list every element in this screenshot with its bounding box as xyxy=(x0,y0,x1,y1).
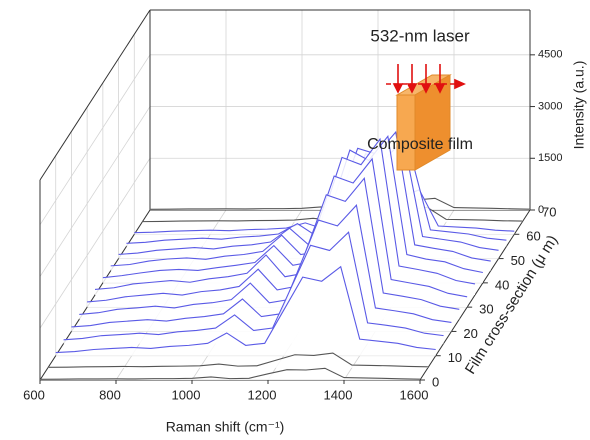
laser-arrows xyxy=(386,64,466,94)
z-tick-label: 3000 xyxy=(538,100,562,112)
x-tick-label: 800 xyxy=(99,387,121,402)
spectrum xyxy=(47,352,428,368)
spectrum xyxy=(79,176,460,316)
x-tick-label: 1000 xyxy=(172,387,201,402)
x-tick-label: 600 xyxy=(23,387,45,402)
y-tick-label: 20 xyxy=(463,326,477,341)
spectrum xyxy=(39,367,421,380)
arrow-head xyxy=(434,83,446,94)
spectrum xyxy=(55,265,436,354)
y-tick-label: 70 xyxy=(542,204,556,219)
spectrum xyxy=(71,204,452,328)
x-tick-label: 1400 xyxy=(324,387,353,402)
y-tick-label: 50 xyxy=(511,253,525,268)
spectrum xyxy=(87,157,468,303)
x-axis-label: Raman shift (cm⁻¹) xyxy=(166,419,285,435)
z-tick-label: 1500 xyxy=(538,152,562,164)
y-tick-label: 10 xyxy=(448,350,462,365)
inset-illustration: 532-nm laser Composite film xyxy=(367,26,473,171)
annotation: Composite film xyxy=(367,136,473,153)
z-axis-label: Intensity (a.u.) xyxy=(571,61,587,150)
spectrum-fill xyxy=(55,266,436,356)
y-tick-label: 60 xyxy=(526,229,540,244)
grid-line xyxy=(39,106,151,277)
spectrum-fill xyxy=(150,198,530,210)
y-tick-label: 30 xyxy=(479,302,493,317)
y-tick-label: 0 xyxy=(432,374,439,389)
spectrum xyxy=(63,231,444,341)
film-front xyxy=(396,94,416,171)
z-tick-label: 0 xyxy=(538,204,544,216)
spectrum-fill xyxy=(47,353,428,368)
arrow-head xyxy=(454,78,466,90)
grid-line xyxy=(39,54,151,226)
y-tick-label: 40 xyxy=(495,277,509,292)
annotation: 532-nm laser xyxy=(370,26,470,45)
spectrum-fill xyxy=(40,368,420,380)
z-tick-label: 4500 xyxy=(538,49,562,61)
grid-line xyxy=(39,158,151,329)
axis-edge xyxy=(39,9,151,181)
spectrum xyxy=(102,134,483,279)
x-tick-label: 1600 xyxy=(400,387,429,402)
x-tick-label: 1200 xyxy=(248,387,277,402)
spectrum xyxy=(94,137,476,291)
arrow-head xyxy=(392,83,404,94)
spectrum xyxy=(110,130,491,267)
plot-area xyxy=(39,130,531,380)
